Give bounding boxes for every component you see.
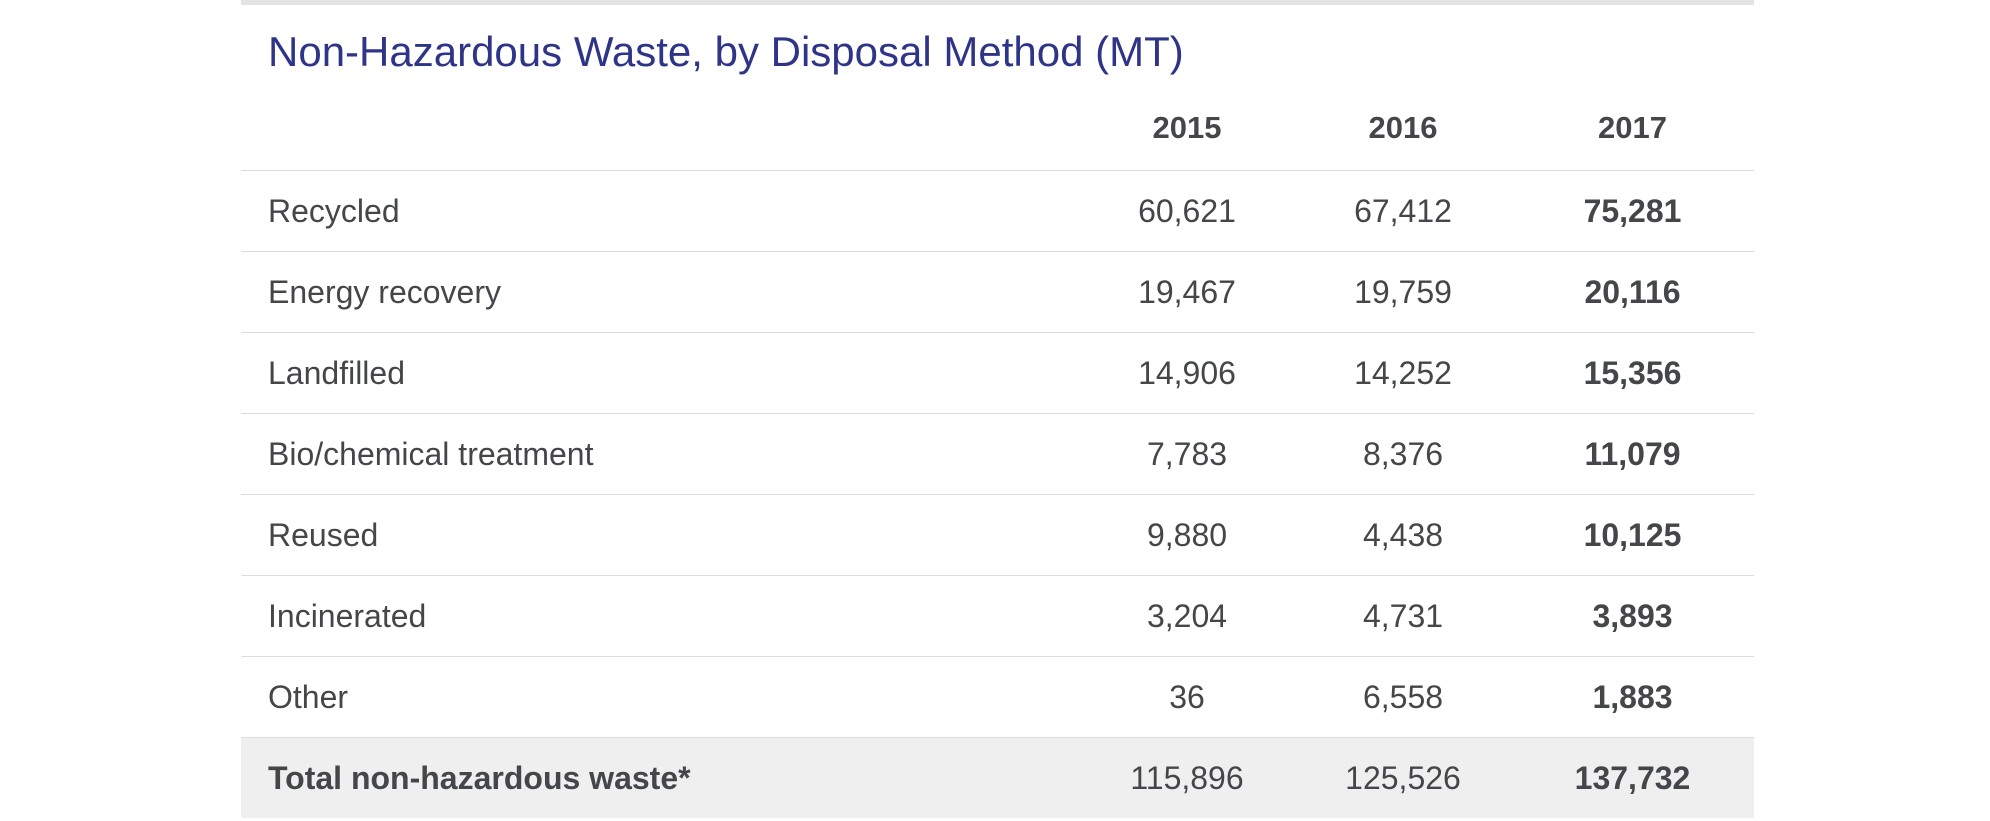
- total-value: 137,732: [1511, 737, 1754, 818]
- cell-value: 36: [1079, 656, 1295, 738]
- cell-value: 7,783: [1079, 413, 1295, 495]
- cell-value: 60,621: [1079, 170, 1295, 252]
- table-row: Other 36 6,558 1,883: [241, 656, 1754, 738]
- table-row: Bio/chemical treatment 7,783 8,376 11,07…: [241, 413, 1754, 495]
- cell-value: 19,759: [1295, 251, 1511, 333]
- table-title: Non-Hazardous Waste, by Disposal Method …: [268, 28, 1184, 75]
- table-row: Landfilled 14,906 14,252 15,356: [241, 332, 1754, 414]
- cell-value: 67,412: [1295, 170, 1511, 252]
- table-row: Recycled 60,621 67,412 75,281: [241, 170, 1754, 252]
- header-year: 2015: [1079, 85, 1295, 171]
- waste-table: 2015 2016 2017 Recycled 60,621 67,412 75…: [241, 85, 1754, 818]
- header-year: 2016: [1295, 85, 1511, 171]
- cell-value: 4,438: [1295, 494, 1511, 576]
- row-label: Bio/chemical treatment: [241, 413, 1079, 495]
- row-label: Recycled: [241, 170, 1079, 252]
- cell-value: 11,079: [1511, 413, 1754, 495]
- row-label: Reused: [241, 494, 1079, 576]
- cell-value: 4,731: [1295, 575, 1511, 657]
- total-value: 115,896: [1079, 737, 1295, 818]
- row-label: Incinerated: [241, 575, 1079, 657]
- total-value: 125,526: [1295, 737, 1511, 818]
- cell-value: 8,376: [1295, 413, 1511, 495]
- header-label: [241, 85, 1079, 171]
- cell-value: 6,558: [1295, 656, 1511, 738]
- cell-value: 14,252: [1295, 332, 1511, 414]
- cell-value: 20,116: [1511, 251, 1754, 333]
- row-label: Other: [241, 656, 1079, 738]
- row-label: Landfilled: [241, 332, 1079, 414]
- cell-value: 1,883: [1511, 656, 1754, 738]
- row-label: Energy recovery: [241, 251, 1079, 333]
- cell-value: 3,893: [1511, 575, 1754, 657]
- total-label: Total non-hazardous waste*: [241, 737, 1079, 818]
- table-row: Reused 9,880 4,438 10,125: [241, 494, 1754, 576]
- cell-value: 19,467: [1079, 251, 1295, 333]
- cell-value: 9,880: [1079, 494, 1295, 576]
- cell-value: 14,906: [1079, 332, 1295, 414]
- cell-value: 10,125: [1511, 494, 1754, 576]
- header-row: 2015 2016 2017: [241, 85, 1754, 171]
- waste-table-card: Non-Hazardous Waste, by Disposal Method …: [241, 0, 1754, 818]
- total-row: Total non-hazardous waste* 115,896 125,5…: [241, 737, 1754, 818]
- header-year: 2017: [1511, 85, 1754, 171]
- table-row: Incinerated 3,204 4,731 3,893: [241, 575, 1754, 657]
- cell-value: 15,356: [1511, 332, 1754, 414]
- table-row: Energy recovery 19,467 19,759 20,116: [241, 251, 1754, 333]
- cell-value: 3,204: [1079, 575, 1295, 657]
- cell-value: 75,281: [1511, 170, 1754, 252]
